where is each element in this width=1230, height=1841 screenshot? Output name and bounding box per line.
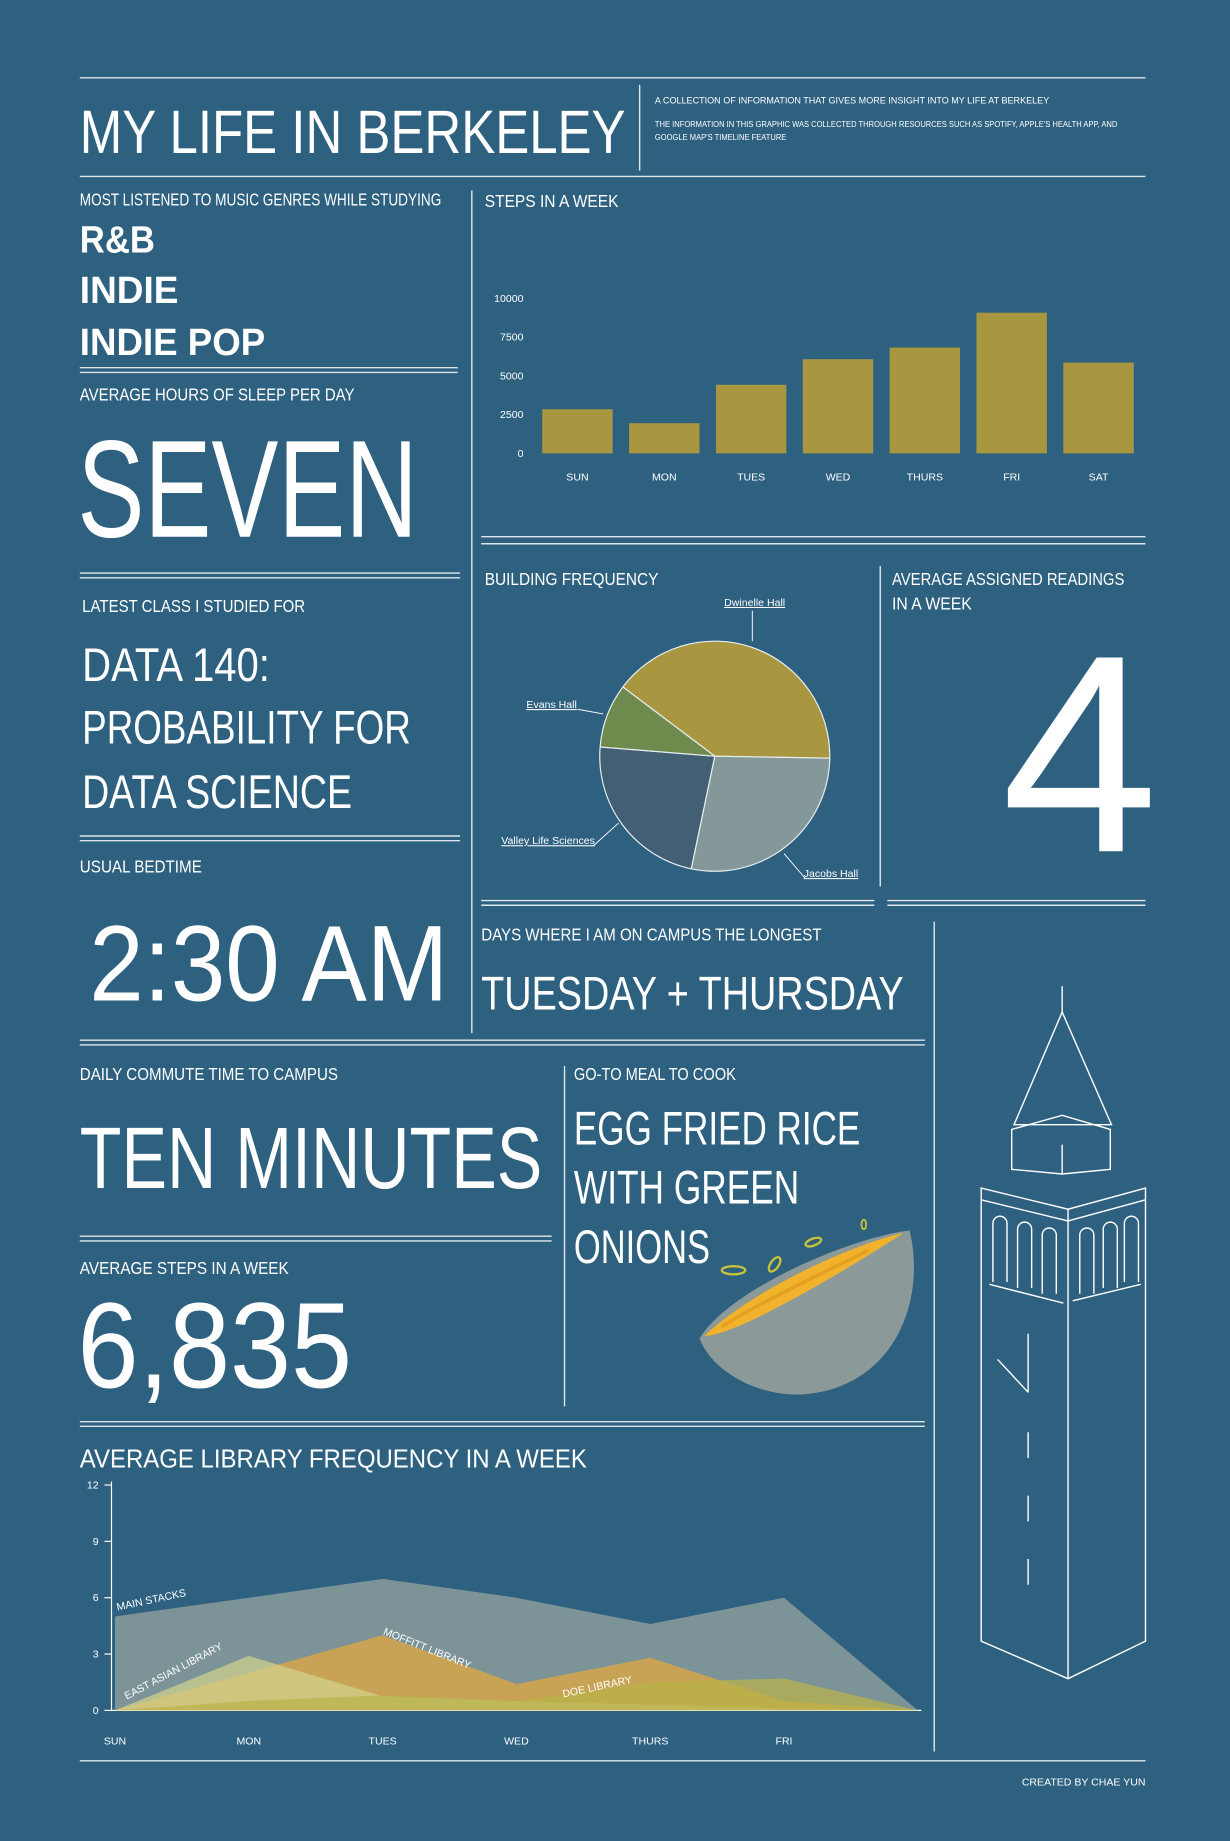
x-tick-label: WED	[504, 1735, 529, 1747]
x-tick-label: THURS	[907, 471, 943, 483]
section-label: LATEST CLASS I STUDIED FOR	[82, 596, 305, 616]
bar	[629, 423, 700, 454]
big-value: 2:30 AM	[89, 902, 448, 1023]
class-line: PROBABILITY FOR	[82, 701, 411, 753]
section-label: AVERAGE HOURS OF SLEEP PER DAY	[80, 385, 355, 405]
x-tick-label: SUN	[566, 471, 588, 483]
bar	[889, 347, 961, 454]
dividers	[79, 77, 1146, 1762]
chart-title: STEPS IN A WEEK	[485, 191, 619, 211]
section-label: DAYS WHERE I AM ON CAMPUS THE LONGEST	[481, 924, 822, 944]
meal-line: EGG FRIED RICE	[574, 1103, 860, 1155]
title: MY LIFE IN BERKELEY	[80, 98, 626, 166]
big-value: 4	[1001, 596, 1158, 911]
section-label: IN A WEEK	[892, 593, 972, 613]
meal-line: WITH GREEN	[574, 1161, 799, 1213]
x-tick-label: SUN	[104, 1735, 126, 1747]
bar	[542, 409, 613, 454]
pie-slice	[622, 640, 831, 759]
chart-title: AVERAGE LIBRARY FREQUENCY IN A WEEK	[80, 1445, 587, 1473]
genre: R&B	[80, 219, 155, 261]
x-tick-label: SAT	[1089, 471, 1109, 483]
tower-illustration	[980, 986, 1147, 1680]
bar	[976, 312, 1047, 454]
slice-label: Dwinelle Hall	[724, 597, 785, 609]
pie-slice	[599, 686, 717, 757]
section-label: AVERAGE ASSIGNED READINGS	[892, 569, 1124, 589]
section-label: AVERAGE STEPS IN A WEEK	[80, 1258, 289, 1278]
y-tick-label: 10000	[494, 293, 523, 305]
x-tick-label: MON	[237, 1735, 262, 1747]
section-label: GO-TO MEAL TO COOK	[574, 1064, 736, 1084]
big-value: TUESDAY + THURSDAY	[481, 968, 904, 1020]
slice-label: Jacobs Hall	[804, 868, 859, 880]
subtitle: A COLLECTION OF INFORMATION THAT GIVES M…	[655, 96, 1050, 106]
note: THE INFORMATION IN THIS GRAPHIC WAS COLL…	[655, 120, 1117, 129]
y-tick-label: 6	[93, 1592, 99, 1604]
x-tick-label: FRI	[1003, 471, 1020, 483]
class-line: DATA SCIENCE	[82, 766, 352, 818]
big-value: 6,835	[77, 1278, 352, 1414]
x-tick-label: TUES	[369, 1735, 397, 1747]
y-tick-label: 3	[93, 1649, 99, 1661]
leader-line	[577, 708, 604, 715]
pie-slice	[690, 755, 831, 872]
big-value: SEVEN	[77, 413, 417, 567]
x-tick-label: WED	[826, 471, 851, 483]
area	[115, 1678, 918, 1711]
class-line: DATA 140:	[82, 639, 270, 691]
bar	[715, 384, 787, 454]
section-label: MOST LISTENED TO MUSIC GENRES WHILE STUD…	[80, 190, 441, 210]
x-tick-label: TUES	[737, 471, 765, 483]
y-tick-label: 12	[87, 1480, 99, 1492]
bar	[1063, 362, 1134, 454]
x-tick-label: MON	[652, 471, 677, 483]
y-tick-label: 9	[93, 1536, 99, 1548]
y-tick-label: 0	[93, 1705, 99, 1717]
note: GOOGLE MAP'S TIMELINE FEATURE	[655, 133, 787, 142]
slice-label: Valley Life Sciences	[501, 835, 595, 847]
big-value: TEN MINUTES	[80, 1110, 542, 1207]
slice-label: Evans Hall	[526, 699, 576, 711]
x-tick-label: FRI	[776, 1735, 793, 1747]
y-tick-label: 7500	[500, 332, 524, 344]
section-label: DAILY COMMUTE TIME TO CAMPUS	[80, 1064, 338, 1084]
y-tick-label: 2500	[500, 409, 524, 421]
pie-slice	[599, 746, 716, 870]
x-tick-label: THURS	[632, 1735, 668, 1747]
area	[115, 1655, 918, 1711]
chart-title: BUILDING FREQUENCY	[485, 569, 659, 589]
y-tick-label: 0	[518, 448, 524, 460]
meal-line: ONIONS	[574, 1221, 710, 1273]
leader-line	[593, 822, 619, 846]
genre: INDIE POP	[80, 321, 265, 363]
genre: INDIE	[80, 269, 179, 311]
section-label: USUAL BEDTIME	[80, 856, 202, 876]
footer: CREATED BY CHAE YUN	[1022, 1776, 1146, 1788]
leader-line	[783, 853, 806, 879]
bar	[802, 359, 874, 454]
y-tick-label: 5000	[500, 370, 524, 382]
bowl-illustration	[699, 1218, 914, 1395]
